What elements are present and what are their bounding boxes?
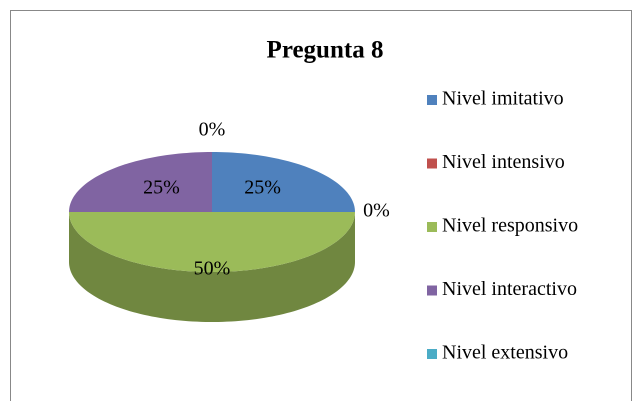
data-label: 25% <box>244 176 281 198</box>
pie-slice <box>69 152 212 212</box>
data-label: 50% <box>194 258 231 280</box>
pie-slice <box>212 152 355 212</box>
legend-label: Nivel responsivo <box>442 215 578 237</box>
legend-label: Nivel intensivo <box>442 151 565 173</box>
pie-side <box>69 212 355 322</box>
legend-label: Nivel imitativo <box>442 88 564 110</box>
legend-swatch <box>427 158 437 169</box>
legend-label: Nivel extensivo <box>442 342 568 364</box>
legend-swatch <box>427 285 437 296</box>
data-label: 25% <box>143 176 180 198</box>
data-label: 0% <box>363 200 390 222</box>
legend-swatch <box>427 95 437 105</box>
chart-title: Pregunta 8 <box>267 37 384 64</box>
legend-label: Nivel interactivo <box>442 278 577 300</box>
legend-swatch <box>427 349 437 359</box>
legend-swatch <box>427 222 437 232</box>
data-label: 0% <box>199 119 226 141</box>
pie-slice <box>69 212 355 272</box>
